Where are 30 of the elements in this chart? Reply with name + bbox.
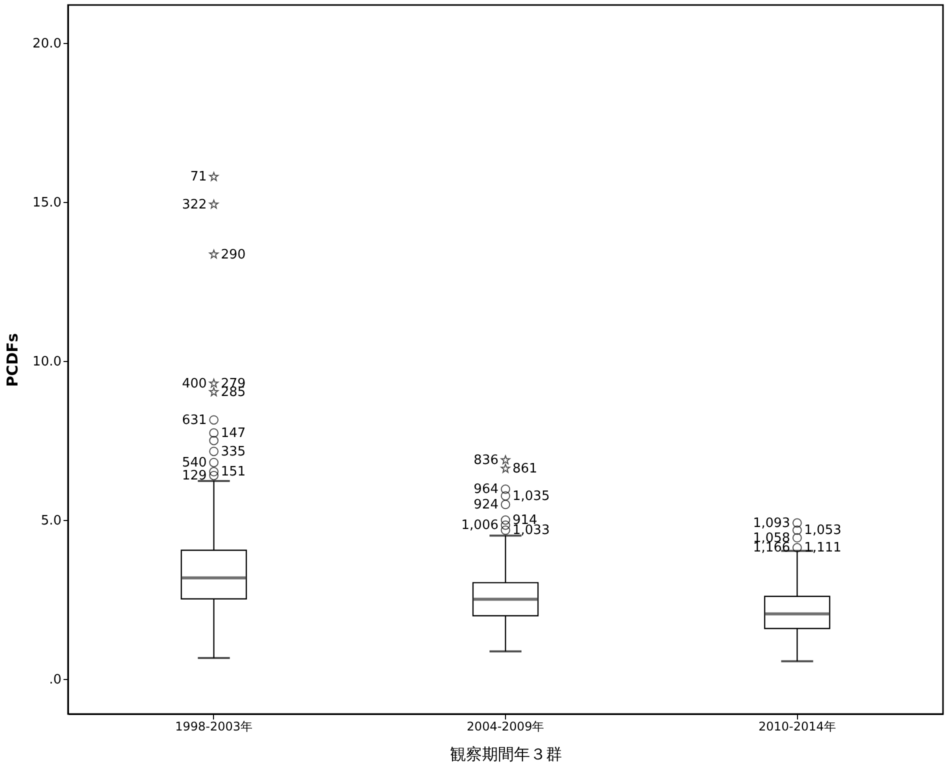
annotation: 1,053: [804, 523, 842, 538]
y-tick-label: 5.0: [40, 514, 62, 529]
annotation: 1,166: [752, 540, 790, 556]
annotation: 335: [220, 444, 246, 460]
annotation: 540: [182, 456, 207, 471]
annotation: 924: [474, 497, 498, 512]
annotation: 836: [474, 452, 498, 468]
annotation: 400: [182, 376, 207, 392]
annotation: 964: [474, 482, 498, 498]
x-tick-label: 2004-2009年: [466, 720, 544, 734]
annotation: 631: [182, 412, 207, 428]
y-tick-label: 20.0: [32, 36, 62, 52]
annotation: 151: [220, 464, 246, 480]
annotation: 71: [190, 170, 207, 185]
x-tick-label: 2010-2014年: [758, 720, 836, 734]
annotation: 322: [182, 197, 207, 212]
annotation: 1,006: [461, 518, 498, 534]
annotation: 290: [220, 247, 246, 262]
y-tick-label: 10.0: [32, 354, 62, 370]
annotation: 147: [220, 426, 246, 441]
y-tick-label: .0: [49, 672, 62, 688]
annotation: 129: [182, 468, 207, 484]
annotation: 1,111: [804, 540, 842, 556]
y-tick-label: 15.0: [32, 196, 62, 211]
annotation: 1,035: [512, 488, 550, 504]
annotation: 1,093: [752, 516, 790, 531]
x-tick-label: 1998-2003年: [175, 720, 253, 734]
annotation: 861: [512, 462, 538, 477]
y-axis-title: PCDFs: [4, 333, 22, 387]
x-axis-title: 観察期間年３群: [450, 744, 562, 764]
